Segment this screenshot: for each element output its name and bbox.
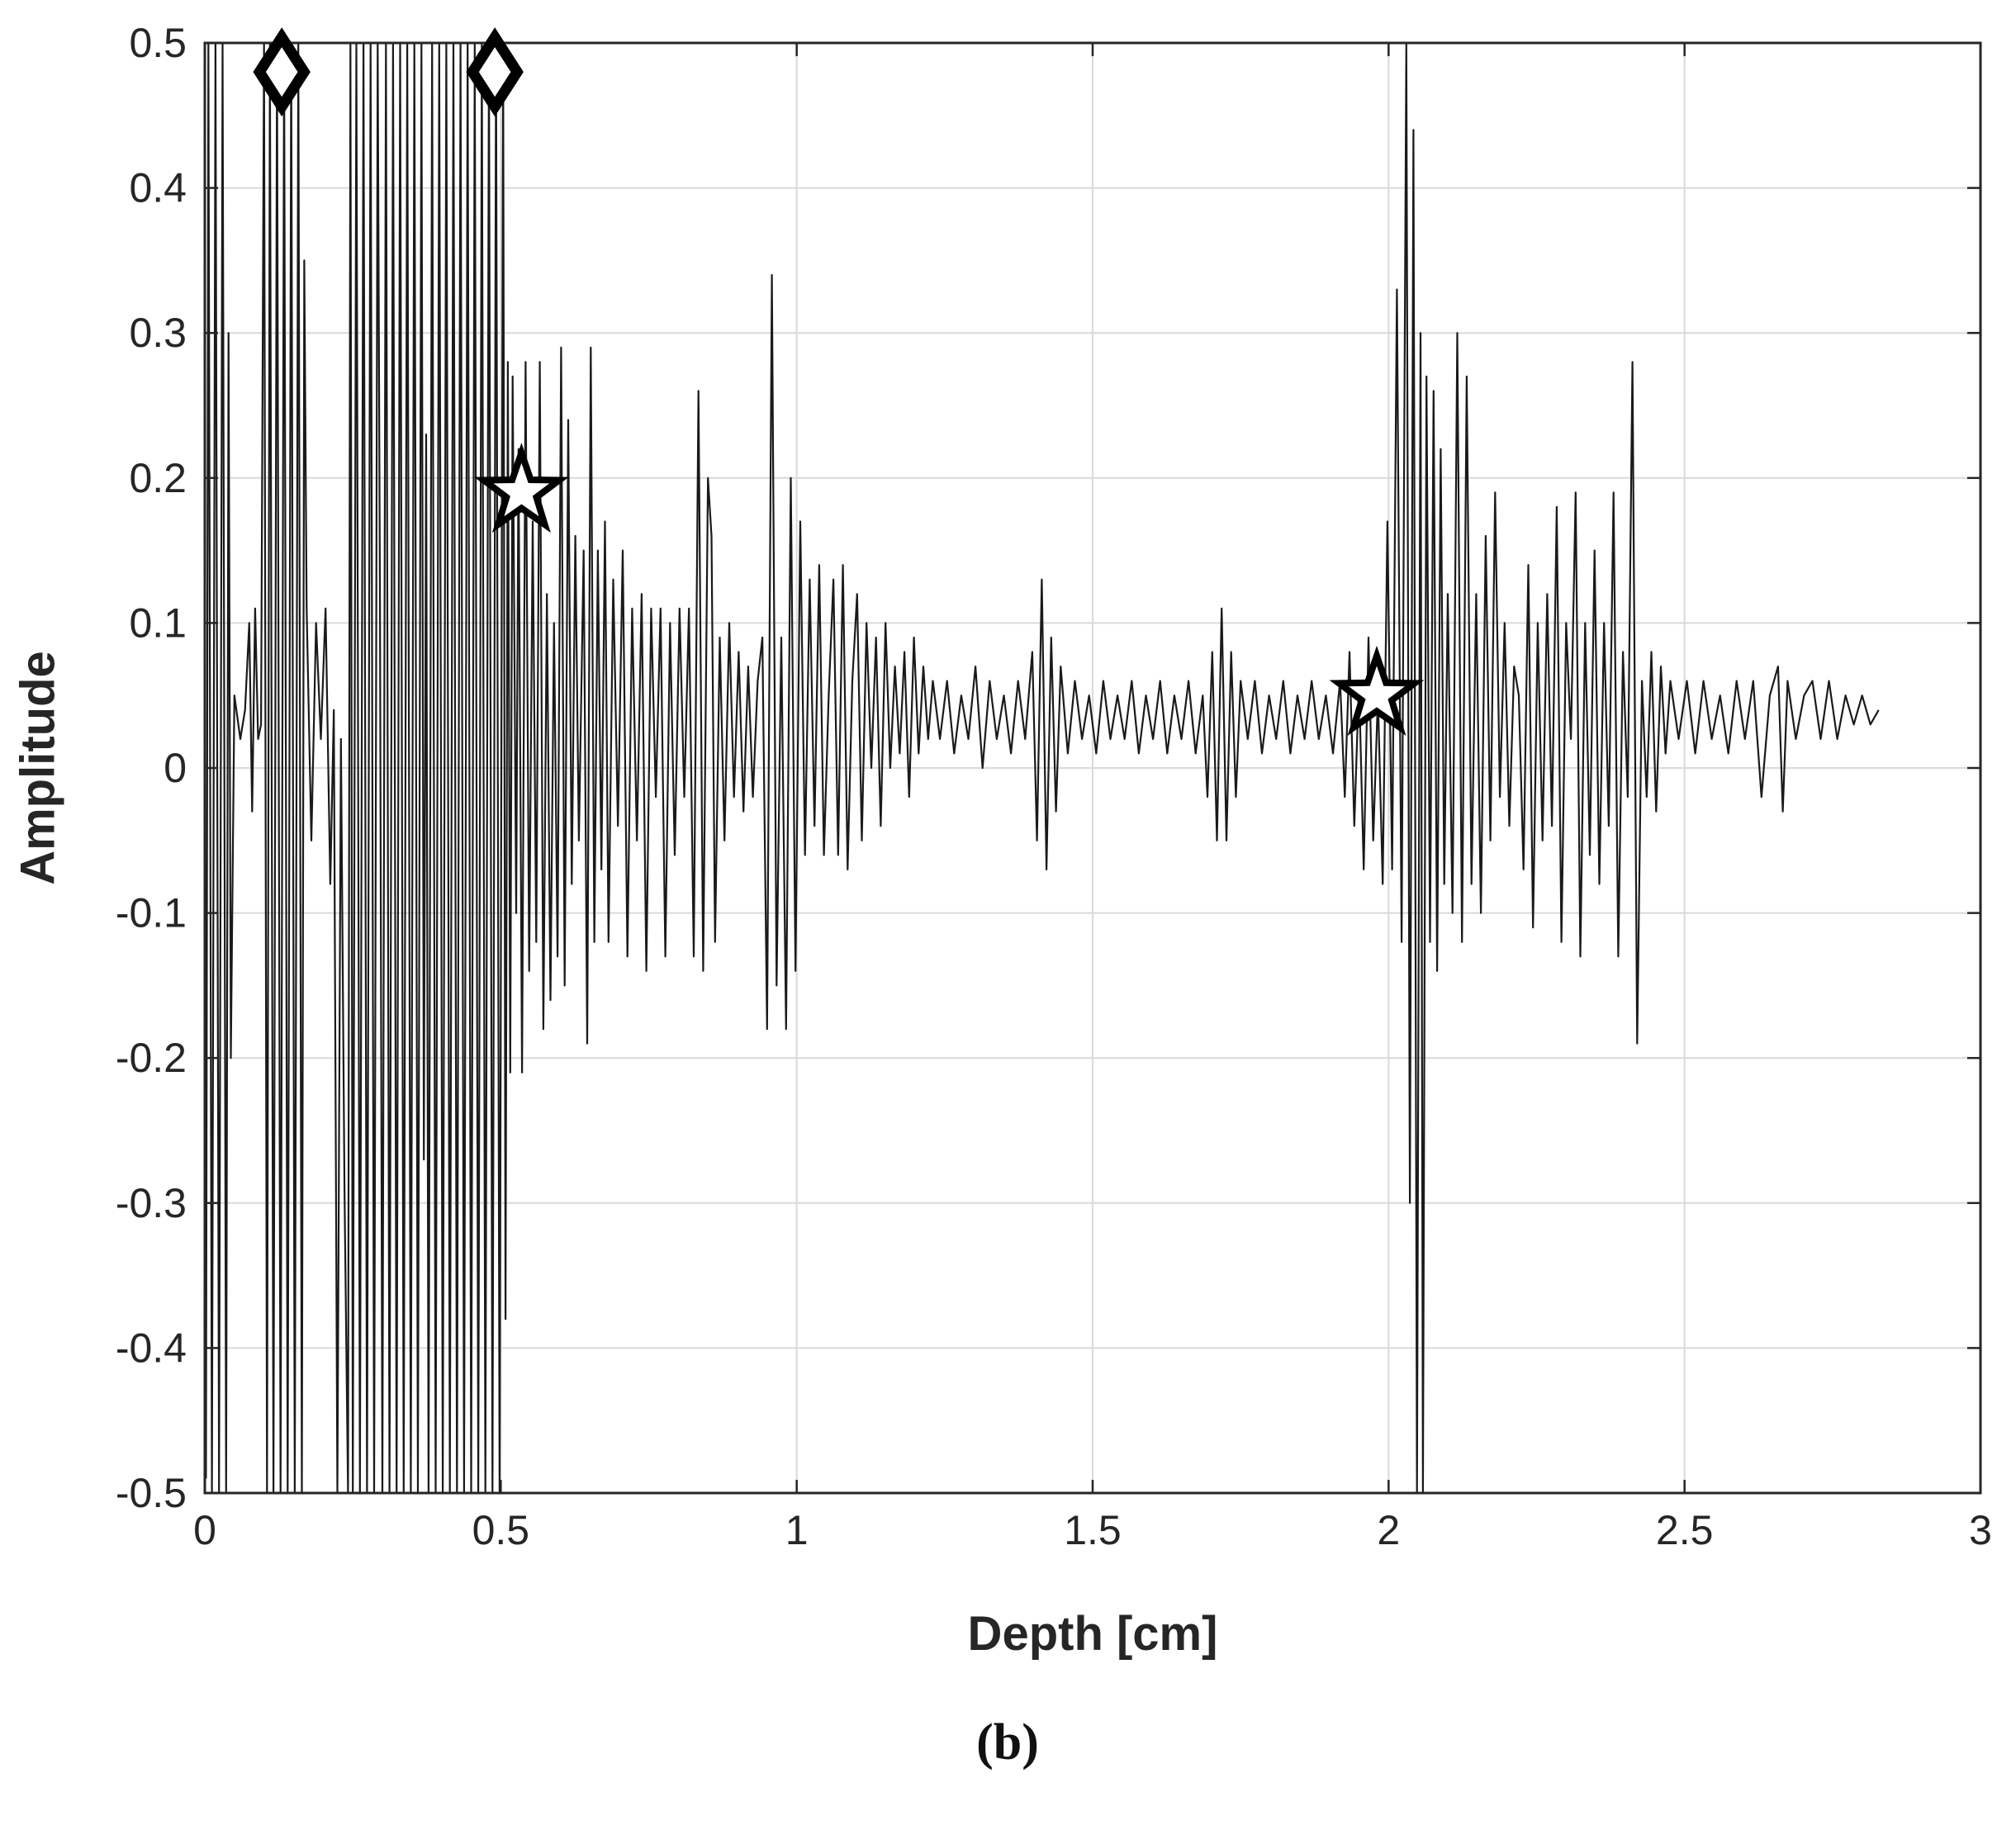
x-tick-label: 2 xyxy=(1377,1507,1400,1553)
y-tick-label: -0.5 xyxy=(116,1470,187,1516)
y-tick-label: 0.5 xyxy=(129,20,187,66)
y-tick-label: 0 xyxy=(164,745,187,791)
y-tick-label: 0.2 xyxy=(129,455,187,501)
x-axis-label: Depth [cm] xyxy=(967,1607,1218,1661)
x-tick-label: 0.5 xyxy=(472,1507,530,1553)
signal-trace xyxy=(205,43,1880,1493)
y-tick-label: 0.1 xyxy=(129,600,187,646)
y-tick-label: -0.2 xyxy=(116,1035,187,1081)
x-tick-label: 3 xyxy=(1969,1507,1992,1553)
x-tick-label: 0 xyxy=(193,1507,216,1553)
y-tick-label: -0.3 xyxy=(116,1180,187,1226)
x-tick-label: 1.5 xyxy=(1064,1507,1122,1553)
diamond-marker xyxy=(253,27,311,117)
diamond-marker xyxy=(466,27,524,117)
y-tick-label: 0.3 xyxy=(129,310,187,356)
x-tick-label: 2.5 xyxy=(1656,1507,1714,1553)
y-tick-label: -0.4 xyxy=(116,1325,187,1371)
y-axis-label: Amplitude xyxy=(11,651,65,885)
figure-caption: (b) xyxy=(976,1714,1039,1770)
star-marker xyxy=(1329,645,1425,736)
star-marker xyxy=(474,443,569,533)
y-tick-label: 0.4 xyxy=(129,165,187,211)
y-tick-label: -0.1 xyxy=(116,890,187,936)
x-tick-label: 1 xyxy=(785,1507,809,1553)
